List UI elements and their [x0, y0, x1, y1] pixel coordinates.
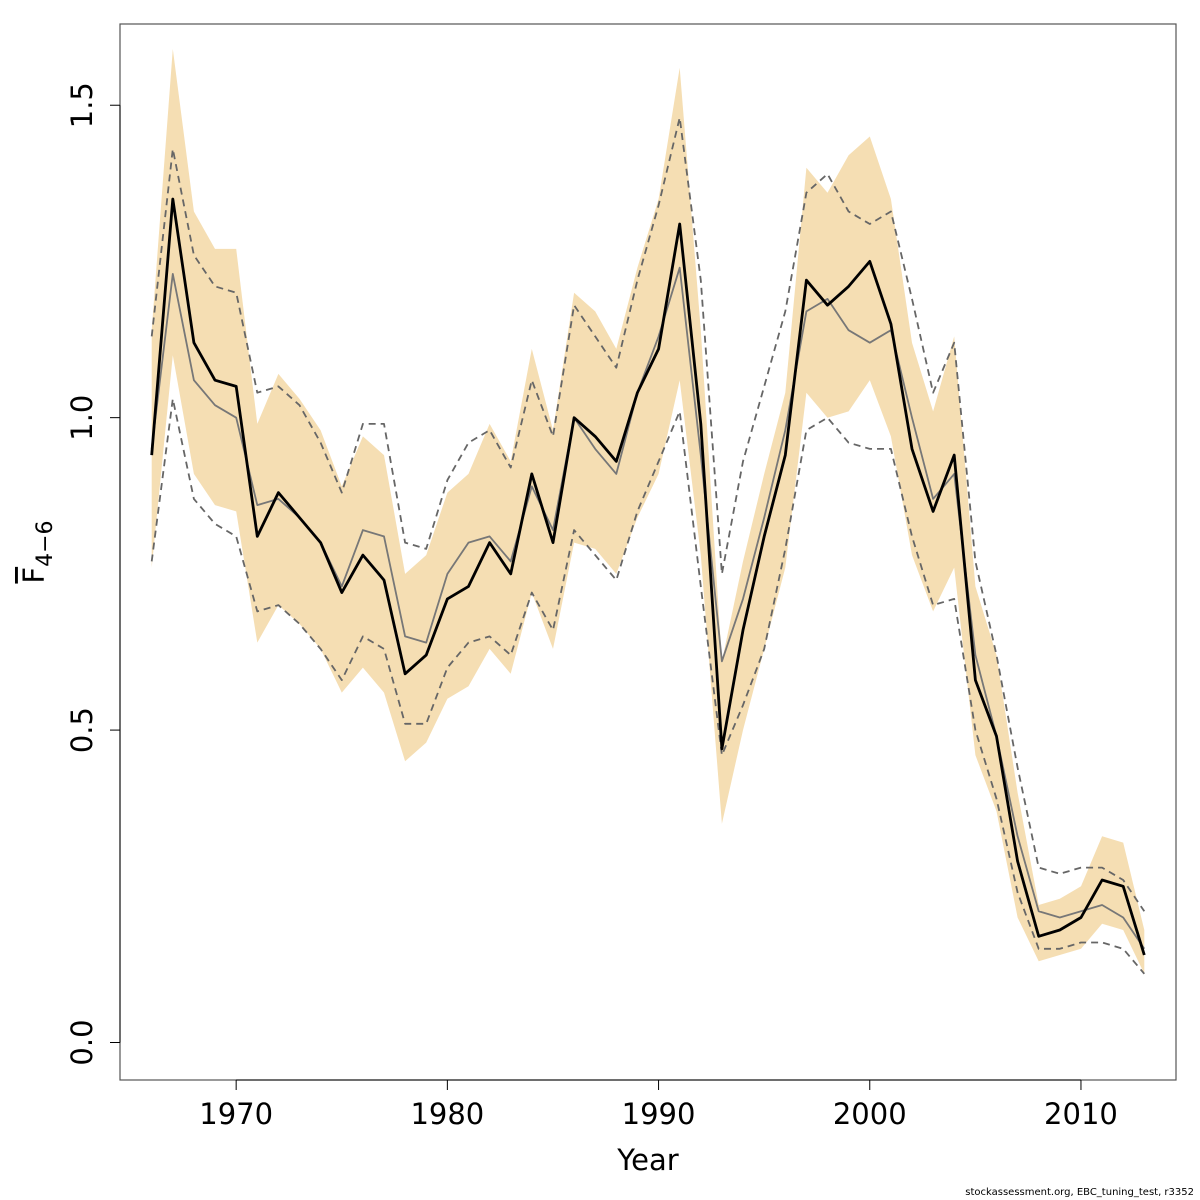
- y-tick-label: 0.5: [65, 707, 99, 753]
- y-tick-label: 1.5: [65, 82, 99, 128]
- x-axis-title: Year: [616, 1143, 678, 1177]
- x-tick-label: 2010: [1044, 1097, 1118, 1131]
- series-line-1: [150, 197, 1146, 956]
- y-tick-label: 1.0: [65, 395, 99, 441]
- x-tick-label: 1990: [622, 1097, 696, 1131]
- footer-credit: stockassessment.org, EBC_tuning_test, r3…: [965, 1187, 1194, 1198]
- x-tick-label: 1980: [410, 1097, 484, 1131]
- y-axis-title: F4−6: [17, 520, 58, 583]
- y-axis-title-main: F: [17, 567, 51, 584]
- x-tick-label: 1970: [199, 1097, 273, 1131]
- x-axis: 1970 1980 1990 2000 2010: [199, 1079, 1118, 1131]
- x-tick-label: 2000: [833, 1097, 907, 1131]
- confidence-band-layer: [151, 49, 1145, 974]
- series-line-4: [150, 397, 1145, 975]
- series-layer: [150, 116, 1146, 975]
- series-line-3: [150, 116, 1146, 912]
- y-axis-title-subscript: 4−6: [33, 520, 58, 566]
- confidence-band: [151, 49, 1145, 974]
- y-axis: 0.0 0.5 1.0 1.5: [65, 82, 121, 1066]
- y-tick-label: 0.0: [65, 1019, 99, 1065]
